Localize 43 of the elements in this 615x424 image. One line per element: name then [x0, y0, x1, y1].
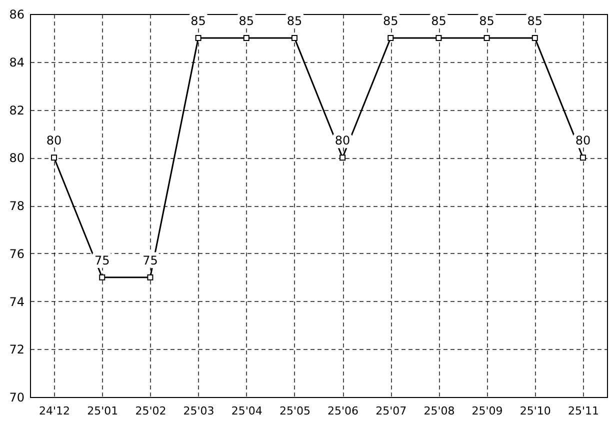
- point: [147, 274, 154, 280]
- point: [388, 34, 394, 41]
- y-tick-label: 80: [9, 151, 24, 166]
- point: [340, 154, 346, 161]
- x-tick-label: 25'05: [279, 404, 310, 418]
- data-label: 80: [46, 134, 62, 148]
- data-label: 75: [94, 253, 110, 268]
- data-label: 85: [238, 14, 254, 28]
- point: [291, 34, 298, 41]
- y-tick-label: 72: [9, 342, 24, 357]
- point: [243, 34, 250, 41]
- y-tick-label: 82: [9, 103, 24, 118]
- point: [195, 34, 202, 41]
- data-label: 85: [527, 14, 543, 28]
- point: [51, 154, 58, 161]
- y-tick-label: 70: [9, 390, 24, 404]
- x-tick-label: 25'04: [231, 404, 262, 418]
- x-tick-label: 25'09: [472, 404, 503, 418]
- x-tick-label: 25'03: [183, 404, 214, 418]
- data-label: 85: [190, 14, 206, 28]
- point: [436, 34, 442, 41]
- point: [484, 34, 490, 41]
- data-label: 85: [286, 14, 302, 28]
- y-tick-label: 86: [9, 8, 24, 22]
- data-label: 85: [382, 14, 398, 28]
- data-label: 85: [431, 14, 446, 28]
- x-tick-label: 25'02: [135, 404, 166, 418]
- point: [99, 274, 106, 280]
- x-tick-label: 25'11: [568, 404, 599, 418]
- y-tick-label: 74: [9, 294, 24, 309]
- data-label: 85: [479, 14, 494, 28]
- x-tick-label: 25'01: [87, 404, 118, 418]
- data-label: 80: [575, 134, 591, 148]
- point: [532, 34, 538, 41]
- point: [580, 154, 586, 161]
- x-tick-label: 24'12: [39, 404, 70, 418]
- y-tick-label: 84: [9, 55, 24, 70]
- x-tick-label: 25'10: [520, 404, 551, 418]
- x-tick-label: 25'08: [424, 404, 455, 418]
- y-tick-label: 76: [9, 246, 24, 261]
- x-tick-label: 25'07: [376, 404, 407, 418]
- y-tick-label: 78: [9, 199, 24, 213]
- x-tick-label: 25'06: [328, 404, 359, 418]
